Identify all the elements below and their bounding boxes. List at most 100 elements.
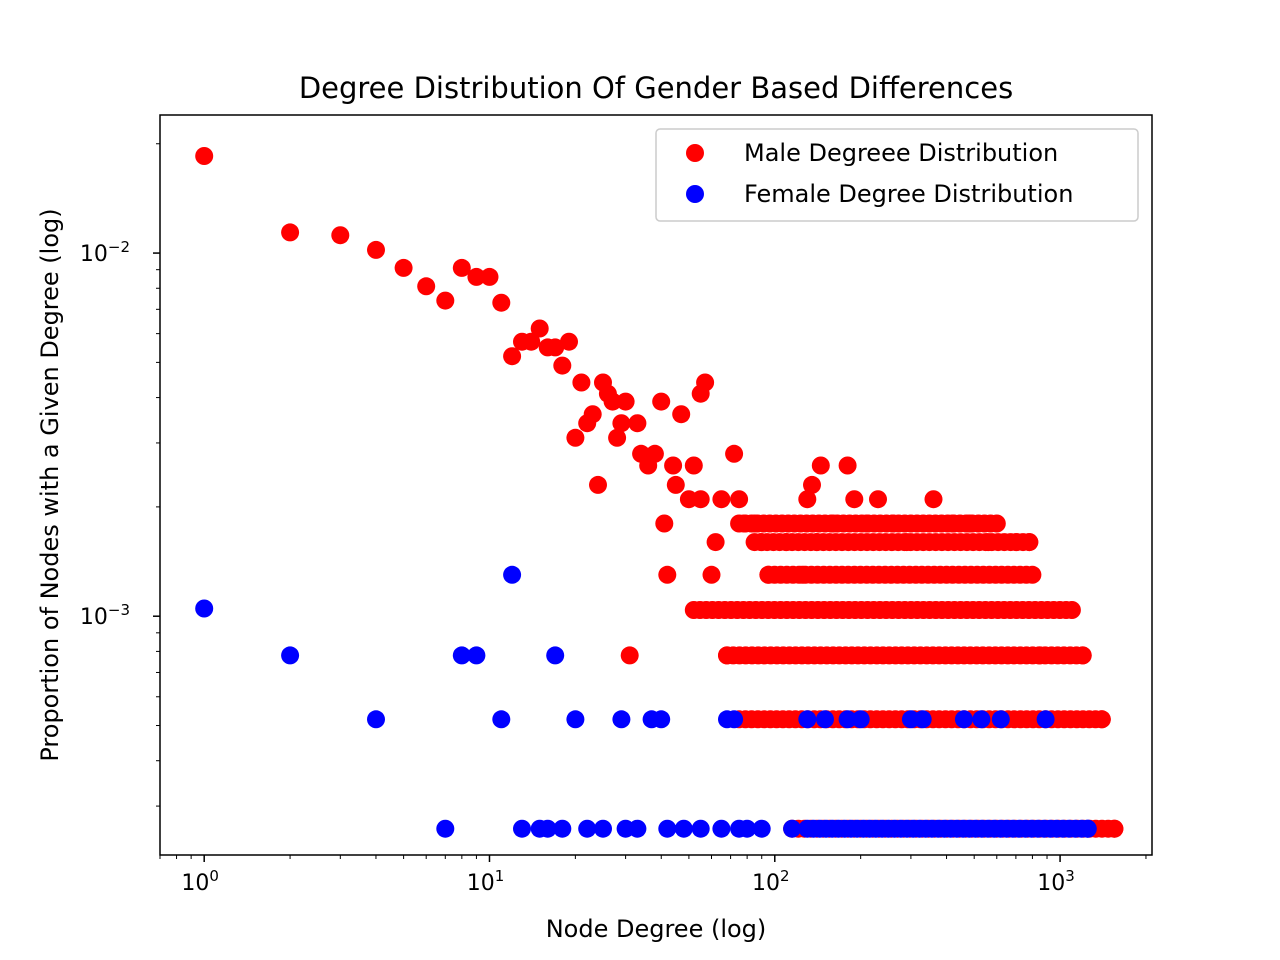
female-data-point [503, 565, 522, 584]
x-axis-ticks: 100 101 102 103 [159, 855, 1147, 896]
male-data-point [943, 514, 962, 533]
male-data-point [616, 392, 635, 411]
male-data-point [845, 490, 864, 509]
female-data-point [195, 599, 214, 618]
male-data-point [1023, 565, 1042, 584]
female-data-point [838, 710, 857, 729]
y-axis-ticks: 10−3 10−2 [80, 143, 160, 807]
female-data-point [725, 710, 744, 729]
legend-label-female: Female Degree Distribution [744, 180, 1073, 208]
female-data-point [712, 819, 731, 838]
male-data-point [672, 405, 691, 424]
legend: Male Degreee Distribution Female Degree … [655, 128, 1139, 222]
male-data-point [503, 347, 522, 366]
male-data-point [712, 490, 731, 509]
male-data-point [1030, 646, 1049, 665]
male-data-point [684, 456, 703, 475]
male-data-point [583, 405, 602, 424]
female-data-point [538, 819, 557, 838]
female-data-point [436, 819, 455, 838]
male-data-point [652, 392, 671, 411]
male-data-point [1020, 533, 1039, 552]
male-data-point [1092, 710, 1111, 729]
male-data-point [655, 514, 674, 533]
male-data-point [857, 514, 876, 533]
male-data-point [1006, 533, 1025, 552]
male-data-point [664, 456, 683, 475]
male-data-point [467, 267, 486, 286]
female-data-point [652, 710, 671, 729]
male-data-point [628, 414, 647, 433]
male-data-point [745, 514, 764, 533]
male-data-point [612, 414, 631, 433]
female-data-point [612, 710, 631, 729]
female-data-point [783, 819, 802, 838]
female-data-point [546, 646, 565, 665]
female-data-point [578, 819, 597, 838]
male-data-point [394, 258, 413, 277]
male-data-point [480, 267, 499, 286]
male-data-point [1062, 601, 1081, 619]
male-data-point [566, 428, 585, 447]
female-data-point [1036, 710, 1055, 729]
x-tick-label: 101 [467, 867, 505, 896]
male-data-point [759, 565, 778, 584]
male-data-point [702, 565, 721, 584]
male-data-point [752, 533, 771, 552]
female-data-point [738, 819, 757, 838]
male-data-point [838, 456, 857, 475]
y-axis-label: Proportion of Nodes with a Given Degree … [36, 208, 64, 761]
male-data-point [608, 428, 627, 447]
male-data-point [824, 514, 842, 533]
y-tick-label: 10−2 [80, 238, 130, 267]
x-tick-label: 100 [181, 867, 219, 896]
female-data-point [566, 710, 585, 729]
male-data-point [696, 373, 715, 392]
female-data-point [594, 819, 612, 838]
male-data-point [645, 444, 664, 463]
female-data-point [658, 819, 677, 838]
female-data-point [1078, 819, 1097, 838]
male-data-point [572, 373, 591, 392]
female-data-point [798, 710, 817, 729]
y-tick-label: 10−3 [80, 601, 130, 630]
male-data-point [807, 533, 826, 552]
male-data-point [1073, 646, 1092, 665]
male-data-point [195, 147, 214, 165]
male-data-point [620, 646, 639, 665]
female-data-point [913, 710, 932, 729]
male-data-point [492, 293, 511, 312]
female-data-point [628, 819, 647, 838]
male-data-point [706, 533, 725, 552]
male-data-point [987, 514, 1006, 533]
male-data-point [793, 565, 812, 584]
male-data-point [924, 490, 943, 509]
male-data-point [718, 646, 736, 665]
male-data-point [281, 223, 300, 242]
male-data-point [436, 291, 455, 310]
male-data-point [666, 475, 685, 494]
male-data-point [725, 444, 744, 463]
plot-frame [159, 114, 1153, 856]
male-data-point [897, 533, 916, 552]
legend-box [655, 128, 1139, 222]
male-data-point [589, 475, 607, 494]
female-data-point [954, 710, 973, 729]
legend-label-male: Male Degreee Distribution [744, 139, 1058, 167]
male-data-point [530, 319, 549, 338]
male-data-point [884, 514, 903, 533]
female-data-point [972, 710, 991, 729]
male-data-point [869, 490, 887, 509]
male-data-point [979, 533, 998, 552]
male-data-point [417, 277, 436, 296]
male-data-point [658, 565, 677, 584]
male-data-point [522, 332, 541, 351]
x-tick-label: 103 [1037, 867, 1075, 896]
plot-marks [195, 147, 1124, 838]
female-data-point [467, 646, 486, 665]
female-data-point [513, 819, 531, 838]
female-data-point [367, 710, 385, 729]
male-data-point [811, 456, 830, 475]
male-data-point [798, 490, 817, 509]
